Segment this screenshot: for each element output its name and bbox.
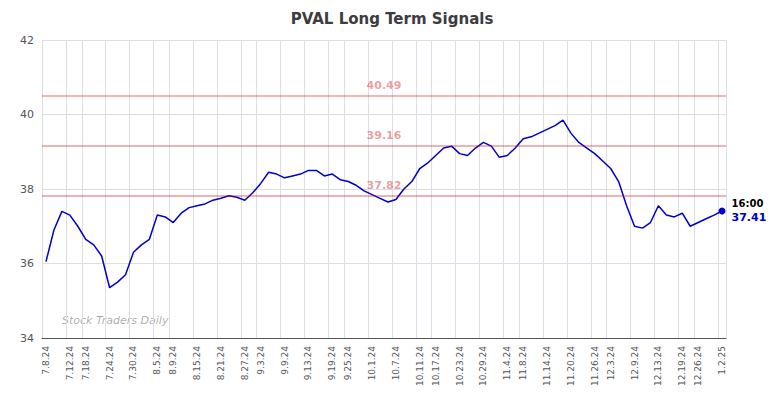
svg-text:7.18.24: 7.18.24 (81, 346, 91, 381)
svg-text:9.19.24: 9.19.24 (327, 346, 337, 381)
svg-text:7.24.24: 7.24.24 (105, 346, 115, 381)
svg-text:12.19.24: 12.19.24 (677, 346, 687, 386)
svg-text:37.41: 37.41 (732, 211, 767, 224)
svg-text:9.25.24: 9.25.24 (343, 346, 353, 381)
svg-text:12.9.24: 12.9.24 (630, 346, 640, 381)
svg-text:12.26.24: 12.26.24 (693, 346, 703, 386)
svg-text:8.15.24: 8.15.24 (192, 346, 202, 381)
svg-text:8.5.24: 8.5.24 (152, 346, 162, 375)
svg-text:16:00: 16:00 (732, 198, 764, 209)
svg-text:37.82: 37.82 (367, 179, 402, 192)
svg-text:8.27.24: 8.27.24 (240, 346, 250, 381)
svg-text:11.14.24: 11.14.24 (542, 346, 552, 386)
svg-text:42: 42 (20, 34, 34, 47)
svg-text:9.3.24: 9.3.24 (256, 346, 266, 375)
svg-text:Stock Traders Daily: Stock Traders Daily (62, 314, 169, 327)
svg-text:12.3.24: 12.3.24 (606, 346, 616, 381)
svg-text:1.2.25: 1.2.25 (717, 346, 727, 375)
svg-text:10.29.24: 10.29.24 (478, 346, 488, 386)
svg-text:10.11.24: 10.11.24 (415, 346, 425, 386)
svg-text:9.13.24: 9.13.24 (303, 346, 313, 381)
svg-text:10.23.24: 10.23.24 (455, 346, 465, 386)
svg-text:8.21.24: 8.21.24 (216, 346, 226, 381)
svg-text:34: 34 (20, 332, 34, 345)
svg-text:40.49: 40.49 (367, 79, 402, 92)
svg-text:11.8.24: 11.8.24 (518, 346, 528, 381)
svg-text:PVAL Long Term Signals: PVAL Long Term Signals (291, 10, 494, 28)
svg-text:12.13.24: 12.13.24 (653, 346, 663, 386)
svg-text:10.17.24: 10.17.24 (431, 346, 441, 386)
svg-text:11.26.24: 11.26.24 (590, 346, 600, 386)
svg-text:10.7.24: 10.7.24 (391, 346, 401, 381)
svg-text:11.20.24: 11.20.24 (566, 346, 576, 386)
svg-text:8.9.24: 8.9.24 (168, 346, 178, 375)
svg-text:40: 40 (20, 108, 34, 121)
svg-text:7.30.24: 7.30.24 (128, 346, 138, 381)
svg-text:38: 38 (20, 183, 34, 196)
svg-text:7.12.24: 7.12.24 (65, 346, 75, 381)
svg-text:10.1.24: 10.1.24 (367, 346, 377, 381)
svg-text:39.16: 39.16 (367, 129, 402, 142)
svg-text:7.8.24: 7.8.24 (41, 346, 51, 375)
svg-text:9.9.24: 9.9.24 (280, 346, 290, 375)
svg-text:11.4.24: 11.4.24 (502, 346, 512, 381)
svg-text:36: 36 (20, 257, 34, 270)
